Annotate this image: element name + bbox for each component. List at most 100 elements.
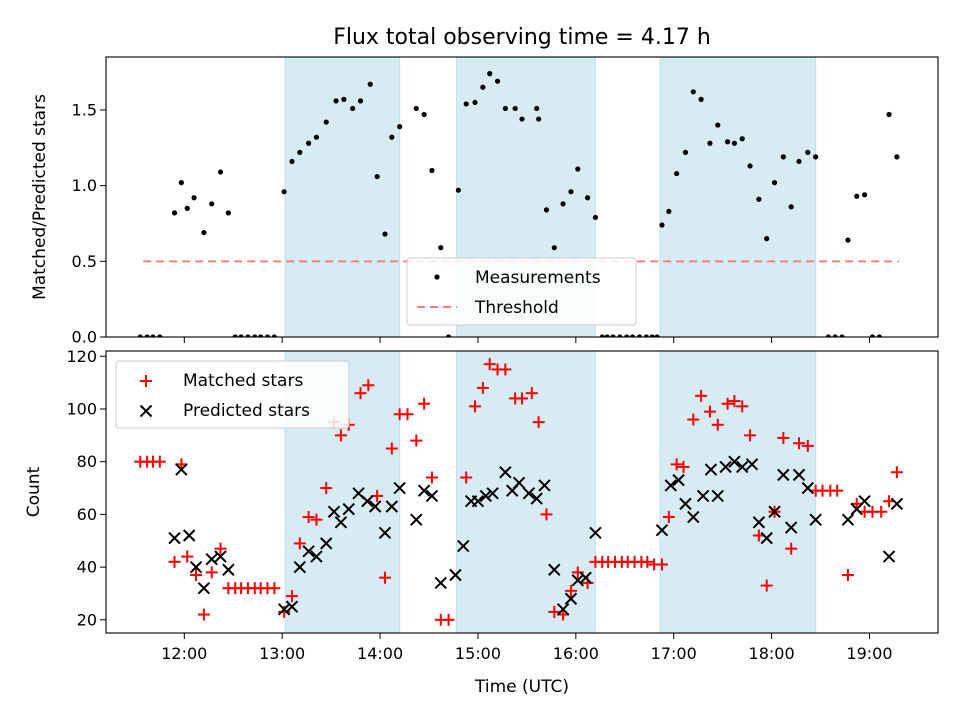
- measurement-point: [747, 163, 753, 169]
- measurement-point: [463, 101, 469, 107]
- x-mark-b: [139, 404, 153, 418]
- measurement-point: [649, 334, 655, 337]
- matched-stars-point: [334, 429, 347, 442]
- measurement-point: [323, 119, 329, 125]
- x-mark-b: [449, 568, 462, 582]
- measurement-point: [715, 122, 721, 128]
- x-tick-label: 15:00: [455, 644, 501, 663]
- x-mark-b: [222, 563, 235, 576]
- x-mark-b: [777, 468, 790, 482]
- x-mark-b: [479, 489, 492, 503]
- x-tick-label: 19:00: [846, 644, 892, 663]
- x-tick-label: 13:00: [259, 644, 305, 663]
- x-mark-b: [664, 479, 677, 492]
- measurement-point: [756, 196, 762, 202]
- measurement-point: [739, 136, 745, 142]
- predicted-stars-point: [378, 526, 392, 540]
- x-mark-b: [277, 603, 291, 616]
- x-mark-b: [760, 531, 773, 545]
- measurement-point: [894, 154, 900, 160]
- matched-stars-point: [711, 418, 724, 431]
- x-mark-b: [471, 495, 485, 508]
- matched-stars-point: [760, 579, 773, 592]
- measurement-point: [389, 134, 395, 140]
- measurement-point: [306, 140, 312, 146]
- predicted-stars-point: [777, 468, 790, 482]
- x-tick-label: 18:00: [749, 644, 795, 663]
- predicted-stars-point: [760, 531, 773, 545]
- predicted-stars-point: [704, 463, 718, 476]
- predicted-stars-point: [342, 502, 355, 516]
- matched-stars-point: [285, 590, 298, 603]
- measurement-point: [137, 334, 143, 337]
- y-tick-label: 60: [77, 505, 97, 524]
- measurement-point: [480, 84, 486, 90]
- predicted-stars-point: [687, 510, 700, 524]
- x-mark-b: [858, 495, 871, 508]
- measurement-point: [543, 207, 550, 213]
- measurement-point: [534, 105, 540, 112]
- legend-label-matched: Matched stars: [183, 371, 303, 391]
- measurement-point: [551, 245, 557, 251]
- x-mark-b: [499, 466, 512, 479]
- measurement-point: [157, 334, 163, 337]
- measurement-point: [297, 149, 303, 155]
- matched-stars-point: [153, 455, 166, 468]
- predicted-stars-point: [425, 489, 439, 503]
- measurement-point: [604, 334, 610, 337]
- measurement-point: [666, 208, 672, 214]
- measurement-point: [487, 71, 493, 77]
- y-tick-label: 80: [77, 452, 97, 471]
- x-mark-b: [711, 489, 724, 503]
- measurement-point: [599, 334, 605, 337]
- predicted-stars-point: [327, 505, 341, 518]
- matched-stars-point: [703, 405, 716, 418]
- predicted-stars-point: [486, 487, 499, 500]
- predicted-stars-point: [449, 568, 462, 582]
- measurement-point: [575, 166, 581, 172]
- x-mark-b: [882, 550, 896, 563]
- measurement-point: [264, 334, 271, 337]
- matched-stars-point: [662, 511, 675, 524]
- measurement-point: [771, 180, 778, 186]
- predicted-stars-point: [361, 495, 374, 508]
- measurement-point: [707, 140, 713, 146]
- x-mark-b: [530, 492, 543, 505]
- legend-predicted-marker: [139, 404, 153, 418]
- y-tick-label: 0.0: [72, 328, 97, 347]
- bottom-panel: 12:00 13:00 14:00 15:00 16:00 17:00 18:00 19:00…: [66, 347, 939, 663]
- predicted-stars-point: [664, 479, 677, 492]
- measurement-point: [805, 149, 811, 155]
- x-mark-b: [704, 463, 718, 476]
- predicted-stars-point: [719, 460, 732, 474]
- predicted-stars-point: [214, 550, 227, 563]
- x-mark-b: [571, 574, 585, 587]
- predicted-stars-point: [784, 521, 798, 534]
- predicted-stars-point: [310, 550, 323, 563]
- measurement-point: [429, 167, 435, 174]
- matched-stars-point: [410, 434, 423, 447]
- x-mark-b: [334, 516, 348, 529]
- measurement-point: [788, 204, 794, 210]
- measurement-point: [630, 334, 636, 337]
- matched-stars-point: [302, 511, 315, 524]
- x-mark-b: [841, 513, 855, 526]
- x-mark-b: [361, 495, 374, 508]
- measurement-point: [682, 149, 689, 155]
- x-mark-b: [425, 489, 439, 503]
- measurement-point: [861, 192, 868, 198]
- x-mark-b: [556, 603, 570, 616]
- x-tick-label: 14:00: [357, 644, 403, 663]
- measurement-point: [584, 195, 591, 201]
- measurement-point: [825, 334, 831, 337]
- x-mark-b: [352, 487, 365, 500]
- x-mark-b: [182, 529, 196, 542]
- x-mark-b: [378, 526, 392, 540]
- legend-matched-marker: [140, 375, 152, 387]
- measurement-point: [333, 98, 339, 104]
- measurement-point: [624, 334, 630, 337]
- predicted-stars-point: [890, 497, 904, 511]
- legend-top: Measurements Threshold: [406, 257, 637, 326]
- matched-stars-point: [841, 569, 854, 582]
